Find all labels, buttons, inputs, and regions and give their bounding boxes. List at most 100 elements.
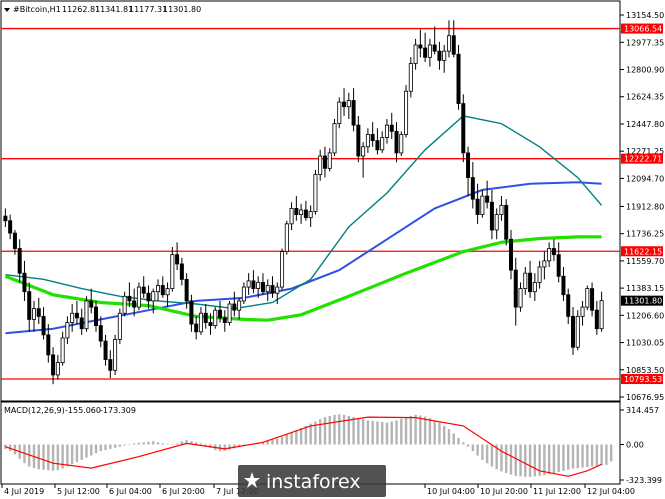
macd-bar	[323, 417, 327, 445]
macd-signal-value: -173.309	[100, 406, 136, 415]
macd-bar	[113, 444, 117, 448]
macd-bar	[543, 444, 546, 476]
candle-body	[270, 285, 275, 294]
macd-bar	[70, 444, 74, 465]
candle-body	[575, 315, 580, 348]
macd-bar	[476, 444, 479, 456]
watermark-background	[238, 465, 386, 497]
macd-bar	[490, 444, 494, 467]
candle-body	[432, 44, 437, 52]
macd-bar	[352, 417, 355, 445]
macd-bar	[533, 444, 537, 477]
candle-body	[12, 232, 17, 249]
macd-bar	[600, 444, 603, 466]
candle-body	[337, 101, 342, 125]
candle-body	[389, 124, 394, 132]
level-label-bg	[621, 246, 663, 257]
ma-slow-line	[4, 235, 602, 322]
x-tick-label: 4 Jul 2019	[4, 487, 44, 496]
candle-body	[346, 100, 351, 108]
candle-body	[127, 295, 132, 302]
macd-bar	[90, 444, 93, 456]
candle-body	[22, 272, 27, 293]
macd-bar	[194, 442, 198, 445]
candle-body	[351, 100, 356, 126]
candlesticks	[3, 20, 604, 385]
macd-bar	[190, 441, 193, 445]
candle-body	[313, 174, 318, 212]
macd-bar	[318, 419, 322, 445]
macd-bar	[94, 444, 98, 454]
macd-bar	[466, 444, 470, 447]
macd-bar	[342, 414, 346, 445]
macd-bar	[66, 444, 69, 467]
watermark: instaforex	[238, 465, 386, 497]
candle-body	[256, 282, 261, 290]
macd-bar	[576, 444, 579, 469]
macd-bar	[605, 444, 608, 465]
x-tick-label: 7 Jul 12:00	[216, 487, 259, 496]
candle-body	[542, 260, 547, 268]
macd-bar	[404, 417, 408, 445]
candle-body	[179, 263, 184, 280]
candle-body	[36, 308, 41, 317]
candle-body	[580, 306, 585, 317]
candle-body	[8, 220, 13, 234]
macd-indicator	[4, 414, 613, 477]
candle-body	[260, 282, 265, 293]
macd-bar	[547, 444, 551, 475]
level-label: 11622.15	[624, 247, 662, 256]
y-tick-label: 12447.80	[626, 120, 664, 129]
candle-body	[513, 269, 518, 308]
macd-bar	[56, 444, 60, 471]
candle-body	[475, 198, 480, 215]
candle-body	[146, 292, 151, 302]
macd-axis: 314.457 0.00 -323.399	[620, 406, 662, 485]
candle-body	[523, 272, 528, 290]
candle-body	[456, 53, 461, 104]
candle-body	[237, 300, 242, 311]
macd-bar	[233, 444, 236, 449]
candle-body	[289, 208, 294, 225]
y-tick-label: 12094.70	[626, 174, 664, 183]
candle-body	[194, 323, 199, 333]
macd-bar	[156, 442, 160, 445]
candle-body	[151, 291, 156, 302]
candle-body	[17, 248, 22, 274]
candle-body	[375, 140, 380, 151]
macd-bar	[280, 436, 284, 445]
candle-body	[108, 359, 113, 371]
macd-bar	[42, 444, 45, 470]
candle-body	[89, 300, 94, 308]
chevron-down-icon[interactable]	[4, 8, 10, 12]
macd-bar	[51, 444, 55, 471]
macd-bar	[175, 443, 179, 445]
ma-fast-line	[5, 115, 603, 310]
y-tick-label: 13154.50	[626, 11, 664, 20]
macd-bar	[285, 434, 289, 445]
macd-bar	[142, 442, 145, 445]
macd-bar	[276, 438, 279, 445]
macd-bar	[295, 430, 298, 445]
macd-bar	[171, 444, 174, 446]
candle-body	[499, 204, 504, 215]
macd-bar	[304, 425, 308, 445]
y-tick-label: 11736.25	[626, 230, 664, 239]
ma-mid-line	[5, 181, 602, 335]
macd-bar	[128, 444, 131, 446]
candle-body	[551, 248, 556, 256]
macd-bar	[123, 444, 126, 446]
macd-bar	[609, 444, 613, 462]
macd-bar	[485, 444, 489, 464]
macd-bar	[261, 441, 265, 445]
chart-header: #Bitcoin,H1 11262.81 11341.81 11177.31 1…	[4, 5, 201, 14]
macd-bar	[366, 420, 370, 445]
macd-main-value: -155.060	[65, 406, 101, 415]
candle-body	[65, 322, 70, 339]
candle-body	[84, 300, 89, 330]
candle-body	[113, 339, 118, 371]
macd-bar	[423, 416, 427, 445]
x-tick-label: 11 Jul 12:00	[533, 487, 581, 496]
candle-body	[251, 280, 256, 290]
